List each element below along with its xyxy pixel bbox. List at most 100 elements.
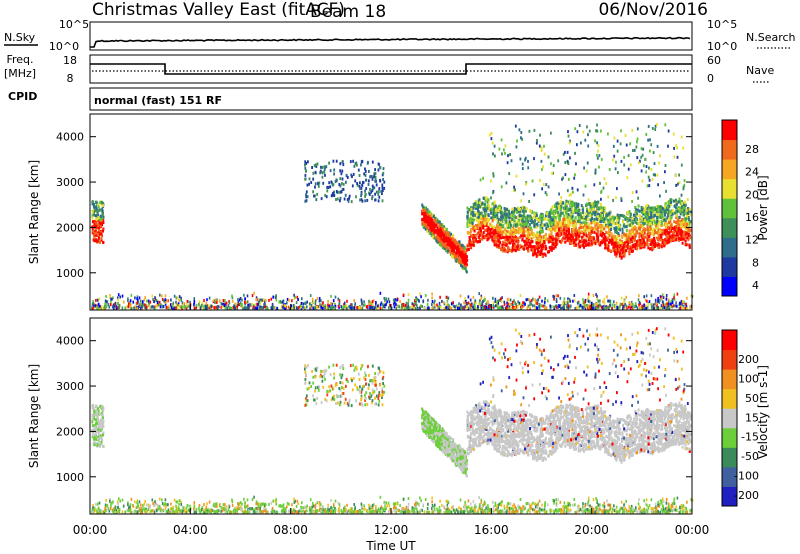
- heatmap-cell: [237, 300, 240, 304]
- heatmap-cell: [673, 220, 676, 224]
- heatmap-cell: [275, 294, 277, 298]
- heatmap-cell: [467, 301, 470, 305]
- heatmap-cell: [490, 206, 493, 210]
- heatmap-cell: [602, 300, 604, 304]
- heatmap-cell: [501, 305, 503, 309]
- heatmap-cell: [400, 306, 402, 310]
- heatmap-cell: [589, 214, 592, 218]
- heatmap-cell: [350, 200, 353, 204]
- heatmap-cell: [518, 219, 521, 222]
- heatmap-cell: [354, 305, 357, 309]
- heatmap-cell: [247, 306, 249, 310]
- heatmap-cell: [445, 238, 448, 242]
- heatmap-cell: [318, 304, 321, 308]
- heatmap-cell: [360, 194, 362, 198]
- heatmap-cell: [371, 184, 374, 188]
- heatmap-cell: [648, 300, 651, 304]
- heatmap-cell: [304, 173, 307, 177]
- heatmap-cell: [438, 242, 441, 246]
- heatmap-cell: [175, 306, 177, 310]
- heatmap-cell: [431, 300, 434, 303]
- freq-step-line: [90, 63, 692, 75]
- heatmap-cell: [304, 177, 306, 181]
- heatmap-cell: [580, 204, 583, 208]
- heatmap-cell: [454, 305, 456, 309]
- heatmap-cell: [667, 298, 670, 302]
- heatmap-cell: [368, 299, 370, 303]
- cpid-label: CPID: [8, 90, 37, 103]
- heatmap-cell: [487, 300, 489, 304]
- heatmap-cell: [484, 213, 487, 217]
- heatmap-cell: [432, 215, 435, 219]
- heatmap-cell: [365, 187, 368, 191]
- heatmap-cell: [117, 306, 119, 310]
- beam-label: Beam 18: [310, 2, 386, 22]
- heatmap-cell: [325, 165, 328, 169]
- heatmap-cell: [205, 306, 207, 310]
- heatmap-cell: [289, 307, 291, 310]
- heatmap-cell: [145, 305, 147, 309]
- heatmap-cell: [602, 224, 605, 228]
- heatmap-cell: [660, 228, 663, 232]
- heatmap-cell: [653, 236, 655, 240]
- heatmap-cell: [257, 298, 259, 302]
- heatmap-cell: [609, 304, 611, 308]
- heatmap-cell: [254, 303, 257, 307]
- heatmap-cell: [379, 179, 382, 183]
- heatmap-cell: [100, 305, 103, 309]
- heatmap-cell: [93, 206, 96, 210]
- heatmap-cell: [603, 297, 606, 301]
- freq-left-tick-bottom: 8: [67, 72, 74, 85]
- heatmap-cell: [304, 199, 307, 203]
- freq-left-label-2: [MHz]: [4, 67, 36, 80]
- freq-left-label-1: Freq.: [6, 53, 33, 66]
- heatmap-cell: [460, 263, 462, 267]
- heatmap-cell: [424, 206, 427, 210]
- heatmap-cell: [464, 296, 466, 300]
- heatmap-cell: [615, 301, 618, 305]
- heatmap-cell: [541, 226, 544, 230]
- heatmap-cell: [555, 305, 558, 309]
- heatmap-cell: [267, 306, 269, 310]
- heatmap-cell: [331, 305, 334, 309]
- heatmap-cell: [164, 298, 167, 302]
- heatmap-cell: [625, 240, 628, 244]
- heatmap-cell: [143, 298, 146, 302]
- heatmap-cell: [479, 221, 482, 224]
- heatmap-cell: [176, 306, 179, 310]
- heatmap-cell: [466, 224, 469, 228]
- heatmap-cell: [177, 302, 180, 306]
- heatmap-cell: [253, 305, 255, 309]
- heatmap-cell: [670, 203, 673, 207]
- heatmap-cell: [464, 261, 467, 265]
- heatmap-cell: [679, 301, 681, 305]
- heatmap-cell: [660, 295, 663, 299]
- heatmap-cell: [327, 299, 329, 303]
- heatmap-cell: [377, 168, 380, 172]
- heatmap-cell: [491, 238, 494, 242]
- heatmap-cell: [581, 301, 584, 305]
- heatmap-cell: [603, 306, 605, 310]
- heatmap-cell: [443, 227, 446, 231]
- heatmap-cell: [208, 304, 210, 308]
- heatmap-cell: [434, 299, 436, 303]
- heatmap-cell: [109, 294, 111, 298]
- heatmap-cell: [272, 295, 274, 299]
- heatmap-cell: [687, 216, 690, 219]
- heatmap-cell: [216, 304, 219, 308]
- heatmap-cell: [431, 213, 434, 217]
- heatmap-cell: [577, 242, 580, 246]
- heatmap-cell: [458, 245, 461, 249]
- heatmap-cell: [239, 297, 242, 300]
- heatmap-cell: [411, 302, 414, 306]
- heatmap-cell: [321, 166, 324, 169]
- heatmap-cell: [324, 193, 327, 197]
- heatmap-cell: [332, 305, 335, 309]
- heatmap-cell: [542, 247, 545, 251]
- heatmap-cell: [381, 183, 384, 187]
- heatmap-cell: [632, 229, 634, 233]
- heatmap-cell: [645, 304, 648, 308]
- heatmap-cell: [353, 164, 356, 168]
- heatmap-cell: [632, 231, 635, 235]
- heatmap-cell: [144, 303, 146, 307]
